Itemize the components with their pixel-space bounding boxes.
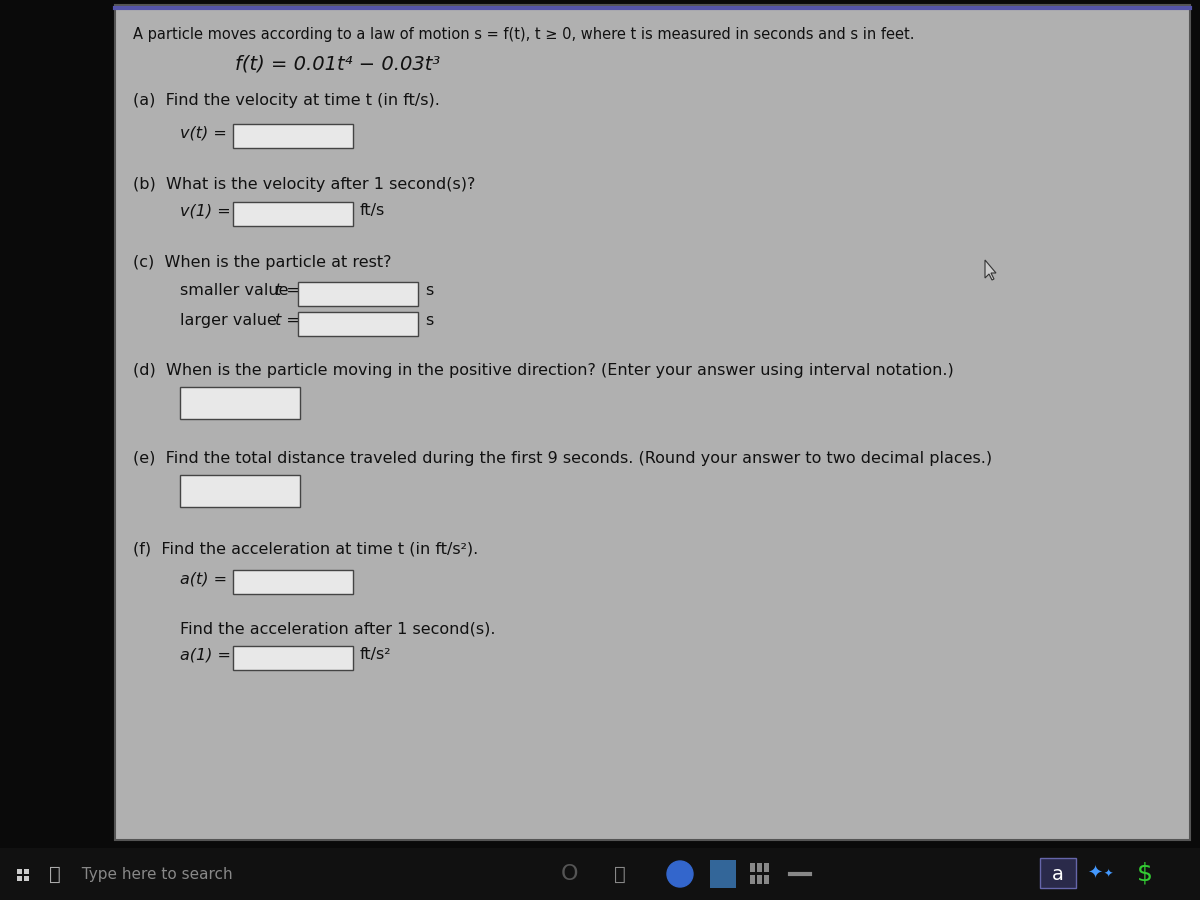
Text: (d)  When is the particle moving in the positive direction? (Enter your answer u: (d) When is the particle moving in the p…	[133, 363, 954, 378]
FancyBboxPatch shape	[233, 124, 353, 148]
FancyBboxPatch shape	[298, 282, 418, 306]
Text: a(1) =: a(1) =	[180, 647, 230, 662]
FancyBboxPatch shape	[764, 863, 769, 872]
Text: ft/s: ft/s	[360, 203, 385, 218]
FancyBboxPatch shape	[298, 312, 418, 336]
Text: Type here to search: Type here to search	[72, 867, 233, 881]
FancyBboxPatch shape	[0, 848, 1200, 900]
Text: $: $	[1138, 862, 1153, 886]
Text: larger value: larger value	[180, 313, 277, 328]
FancyBboxPatch shape	[233, 570, 353, 594]
Text: A particle moves according to a law of motion s = f(t), t ≥ 0, where t is measur: A particle moves according to a law of m…	[133, 27, 914, 42]
Text: v(1) =: v(1) =	[180, 203, 230, 218]
FancyBboxPatch shape	[115, 5, 1190, 840]
FancyBboxPatch shape	[233, 202, 353, 226]
Text: smaller value: smaller value	[180, 283, 288, 298]
Text: ft/s²: ft/s²	[360, 647, 391, 662]
FancyBboxPatch shape	[757, 863, 762, 872]
Polygon shape	[985, 260, 996, 280]
Text: O: O	[562, 864, 578, 884]
FancyBboxPatch shape	[180, 387, 300, 419]
FancyBboxPatch shape	[710, 860, 736, 888]
Text: a: a	[1052, 865, 1064, 884]
Text: Find the acceleration after 1 second(s).: Find the acceleration after 1 second(s).	[180, 621, 496, 636]
FancyBboxPatch shape	[17, 869, 22, 874]
Text: (e)  Find the total distance traveled during the first 9 seconds. (Round your an: (e) Find the total distance traveled dur…	[133, 451, 992, 466]
Text: f(t) = 0.01t⁴ − 0.03t³: f(t) = 0.01t⁴ − 0.03t³	[235, 55, 440, 74]
Text: s: s	[425, 283, 433, 298]
Circle shape	[667, 861, 694, 887]
FancyBboxPatch shape	[24, 869, 29, 874]
Text: (a)  Find the velocity at time t (in ft/s).: (a) Find the velocity at time t (in ft/s…	[133, 93, 440, 108]
FancyBboxPatch shape	[750, 875, 755, 884]
Text: a(t) =: a(t) =	[180, 571, 227, 586]
Text: 🔍: 🔍	[49, 865, 61, 884]
Text: (b)  What is the velocity after 1 second(s)?: (b) What is the velocity after 1 second(…	[133, 177, 475, 192]
Text: ⧉: ⧉	[614, 865, 626, 884]
Text: v(t) =: v(t) =	[180, 125, 227, 140]
FancyBboxPatch shape	[180, 475, 300, 507]
Text: s: s	[425, 313, 433, 328]
Text: t =: t =	[275, 283, 300, 298]
FancyBboxPatch shape	[17, 876, 22, 881]
Text: ✦: ✦	[1087, 865, 1103, 883]
FancyBboxPatch shape	[1040, 858, 1076, 888]
FancyBboxPatch shape	[757, 875, 762, 884]
FancyBboxPatch shape	[24, 876, 29, 881]
FancyBboxPatch shape	[750, 863, 755, 872]
Text: ✦: ✦	[1103, 869, 1112, 879]
Text: (c)  When is the particle at rest?: (c) When is the particle at rest?	[133, 255, 391, 270]
FancyBboxPatch shape	[233, 646, 353, 670]
Text: t =: t =	[275, 313, 300, 328]
FancyBboxPatch shape	[764, 875, 769, 884]
Text: (f)  Find the acceleration at time t (in ft/s²).: (f) Find the acceleration at time t (in …	[133, 541, 479, 556]
